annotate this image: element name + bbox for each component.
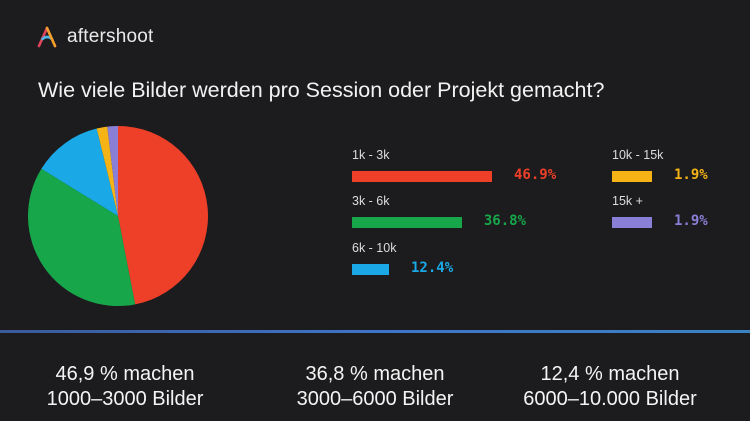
pie-slice-2 (27, 168, 136, 306)
brand-logo: aftershoot (36, 24, 154, 50)
stat-1-3k: 46,9 % machen 1000–3000 Bilder (10, 362, 240, 412)
legend-bar (352, 217, 462, 228)
legend-bar (612, 217, 652, 228)
stat-line2: 1000–3000 Bilder (46, 388, 204, 410)
legend-value: 1.9% (674, 167, 708, 183)
pie-slice-1 (118, 126, 209, 305)
legend-label: 6k - 10k (352, 241, 397, 255)
legend-bar (352, 171, 492, 182)
legend-value: 12.4% (411, 260, 454, 276)
legend-label: 3k - 6k (352, 194, 390, 208)
pie-chart (27, 126, 209, 306)
legend-label: 1k - 3k (352, 148, 390, 162)
legend-bar (612, 171, 652, 182)
stat-line1: 12,4 % machen (540, 363, 680, 385)
stat-line2: 3000–6000 Bilder (296, 388, 454, 410)
pie-slice-5 (107, 126, 118, 216)
legend-label: 10k - 15k (612, 148, 664, 162)
legend-label: 15k + (612, 194, 643, 208)
page-title: Wie viele Bilder werden pro Session oder… (38, 78, 605, 102)
divider (0, 330, 750, 333)
aftershoot-logo-icon (37, 26, 57, 48)
pie-slice-4 (96, 126, 118, 216)
stat-3-6k: 36,8 % machen 3000–6000 Bilder (260, 362, 490, 412)
legend-value: 36.8% (483, 213, 526, 229)
brand-name: aftershoot (67, 26, 154, 47)
stat-line1: 36,8 % machen (305, 363, 445, 385)
legend-value: 46.9% (514, 167, 557, 183)
stat-6-10k: 12,4 % machen 6000–10.000 Bilder (495, 362, 725, 412)
pie-slice-3 (41, 128, 118, 216)
legend-bar (352, 264, 389, 275)
legend-value: 1.9% (674, 213, 708, 229)
stat-line2: 6000–10.000 Bilder (523, 388, 697, 410)
stat-line1: 46,9 % machen (55, 363, 195, 385)
